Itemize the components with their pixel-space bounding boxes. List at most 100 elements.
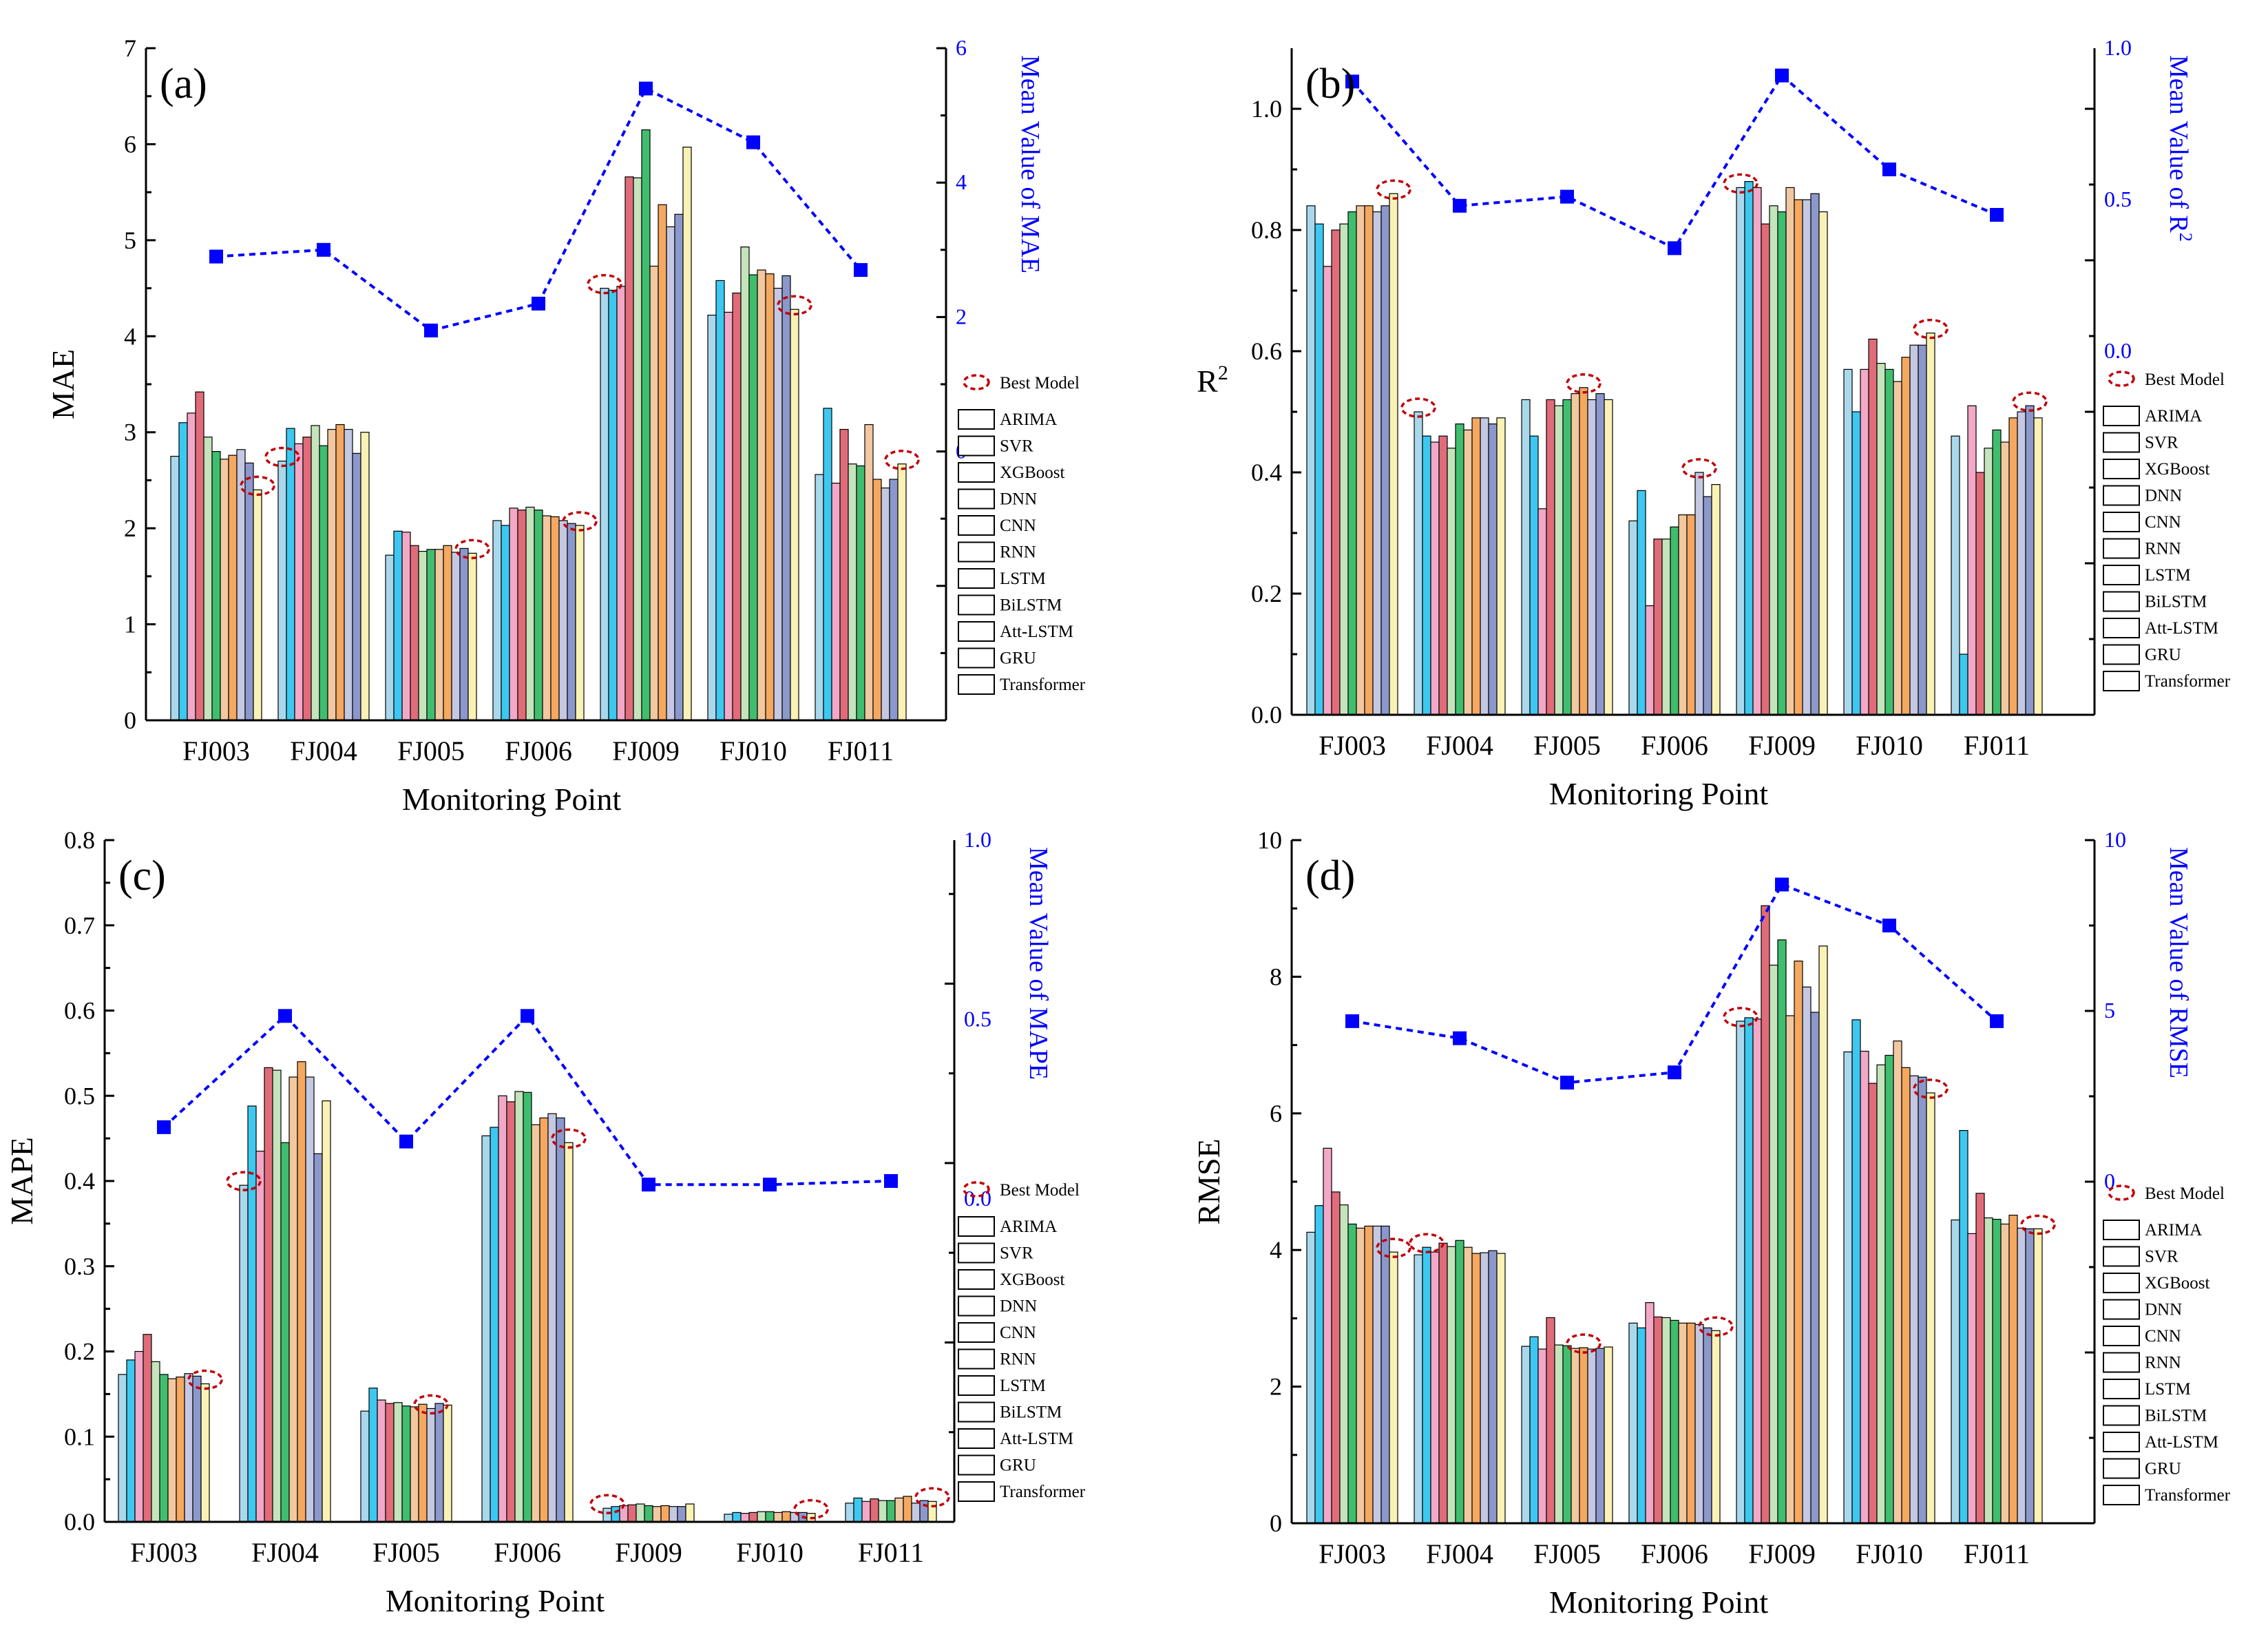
legend-swatch-dnn (958, 1295, 995, 1317)
bar-rnn-fj011 (886, 1500, 896, 1523)
bar-svr-fj011 (853, 1497, 863, 1523)
y-tick-label: 8 (1270, 963, 1282, 990)
bar-xgboost-fj005 (377, 1399, 386, 1523)
y-tick-label: 0 (124, 707, 136, 734)
legend-label-cnn: CNN (1000, 516, 1036, 535)
legend-label-bilstm: BiLSTM (2145, 1407, 2207, 1425)
legend-label-arima: ARIMA (1000, 1217, 1057, 1236)
bar-cnn-fj006 (525, 506, 535, 721)
bar-svr-fj010 (1851, 411, 1861, 715)
bar-arima-fj003 (1306, 205, 1316, 715)
y-axis-title: MAPE (4, 1137, 39, 1225)
legend-swatch-transformer (2103, 1485, 2140, 1505)
bar-group (1306, 181, 2043, 715)
right-tick-label: 4 (956, 169, 967, 194)
right-tick-label: 5 (2104, 998, 2115, 1023)
legend-swatch-xgboost (958, 462, 995, 483)
bar-xgboost-fj010 (740, 1513, 750, 1523)
y-tick-label: 5 (124, 227, 136, 254)
bar-bilstm-fj011 (2008, 417, 2018, 715)
right-tick-label: 6 (956, 35, 967, 60)
bar-bilstm-fj003 (228, 454, 238, 721)
legend-label-lstm: LSTM (2145, 1380, 2191, 1399)
bar-gru-fj009 (1810, 193, 1820, 715)
legend-swatch-gru (2103, 1458, 2140, 1479)
legend-label-transformer: Transformer (1000, 676, 1086, 694)
bar-svr-fj010 (1851, 1019, 1861, 1524)
bar-cnn-fj003 (1339, 1204, 1349, 1524)
legend-label-svr: SVR (2145, 1248, 2178, 1266)
y-tick-label: 4 (124, 322, 136, 350)
bar-xgboost-fj010 (1860, 368, 1869, 715)
bar-dnn-fj003 (1331, 229, 1341, 715)
legend-swatch-rnn (958, 1348, 995, 1370)
legend-label-transformer: Transformer (1000, 1483, 1086, 1501)
y-tick-label: 0.2 (1251, 580, 1282, 607)
bar-dnn-fj011 (839, 428, 849, 721)
x-tick-label: FJ011 (828, 735, 894, 766)
y-tick-label: 2 (124, 514, 136, 542)
bar-xgboost-fj003 (187, 412, 196, 721)
mean-point-fj011 (1990, 208, 2004, 222)
bar-arima-fj009 (1736, 187, 1745, 715)
y-tick-label: 0.7 (64, 912, 95, 939)
bar-lstm-fj010 (1893, 381, 1902, 715)
best-model-marker-fj009 (1723, 1007, 1758, 1027)
legend-swatch-transformer (958, 1481, 995, 1502)
bar-arima-fj003 (1306, 1231, 1316, 1524)
chart-panel-3: FJ003 FJ004 FJ005 FJ006 FJ009 FJ010 FJ011 0 2 4 6 8… (1191, 826, 2231, 1620)
bar-svr-fj003 (1314, 1205, 1324, 1524)
bar-group (118, 1061, 937, 1523)
bar-svr-fj010 (715, 280, 725, 721)
bar-gru-fj006 (567, 523, 576, 721)
mean-point-fj005 (1560, 1076, 1574, 1090)
y-tick-label: 0.6 (1251, 337, 1282, 365)
y-tick-label: 0.8 (64, 826, 95, 854)
x-tick-label: FJ004 (1426, 1538, 1493, 1569)
bar-transformer-fj010 (1926, 1092, 1935, 1524)
bar-gru-fj003 (1380, 1225, 1390, 1524)
bar-cnn-fj010 (740, 247, 750, 721)
legend-swatch-dnn (2103, 485, 2140, 506)
legend-swatch-arima (2103, 1220, 2140, 1240)
legend-label-cnn: CNN (1000, 1324, 1036, 1342)
legend-swatch-cnn (958, 515, 995, 536)
bar-transformer-fj005 (1604, 399, 1613, 715)
mean-point-fj011 (884, 1174, 898, 1188)
legend-swatch-arima (958, 409, 995, 430)
bar-lstm-fj010 (1893, 1041, 1902, 1524)
x-tick-label: FJ010 (1856, 730, 1923, 761)
legend-label-arima: ARIMA (2145, 407, 2202, 426)
x-tick-label: FJ004 (290, 735, 357, 766)
bar-svr-fj009 (608, 289, 618, 721)
bar-xgboost-fj009 (1752, 1018, 1762, 1524)
bar-gru-fj003 (192, 1375, 202, 1523)
legend-label-bilstm: BiLSTM (1000, 1403, 1062, 1422)
bar-att-lstm-fj003 (1372, 1225, 1382, 1524)
chart-panel-2: FJ003 FJ004 FJ005 FJ006 FJ009 FJ010 FJ011 0.0 0.… (4, 826, 1086, 1618)
bar-lstm-fj009 (649, 265, 659, 721)
bar-arima-fj003 (118, 1374, 127, 1523)
legend-swatch-dnn (2103, 1299, 2140, 1320)
legend-swatch-lstm (2103, 1379, 2140, 1399)
bar-transformer-fj005 (443, 1404, 452, 1523)
bar-arima-fj005 (1521, 399, 1531, 715)
y-tick-label: 4 (1270, 1236, 1282, 1264)
bar-transformer-fj004 (1496, 1253, 1506, 1524)
right-tick-label: 1.0 (2104, 35, 2132, 60)
x-tick-label: FJ005 (372, 1537, 440, 1568)
legend-swatch-arima (958, 1216, 995, 1237)
bar-gru-fj004 (352, 452, 361, 721)
legend-swatch-rnn (2103, 1352, 2140, 1373)
bar-transformer-fj006 (575, 525, 585, 721)
mean-point-fj006 (521, 1009, 534, 1023)
legend-swatch-transformer (2103, 671, 2140, 691)
bar-att-lstm-fj006 (1694, 472, 1704, 715)
legend-label-dnn: DNN (2145, 487, 2182, 505)
bar-gru-fj004 (1488, 423, 1498, 715)
bar-att-lstm-fj005 (426, 1408, 436, 1523)
bar-transformer-fj006 (564, 1142, 574, 1523)
x-tick-label: FJ003 (130, 1537, 198, 1568)
best-model-marker-fj006 (1698, 1316, 1734, 1337)
bar-arima-fj005 (360, 1410, 370, 1523)
